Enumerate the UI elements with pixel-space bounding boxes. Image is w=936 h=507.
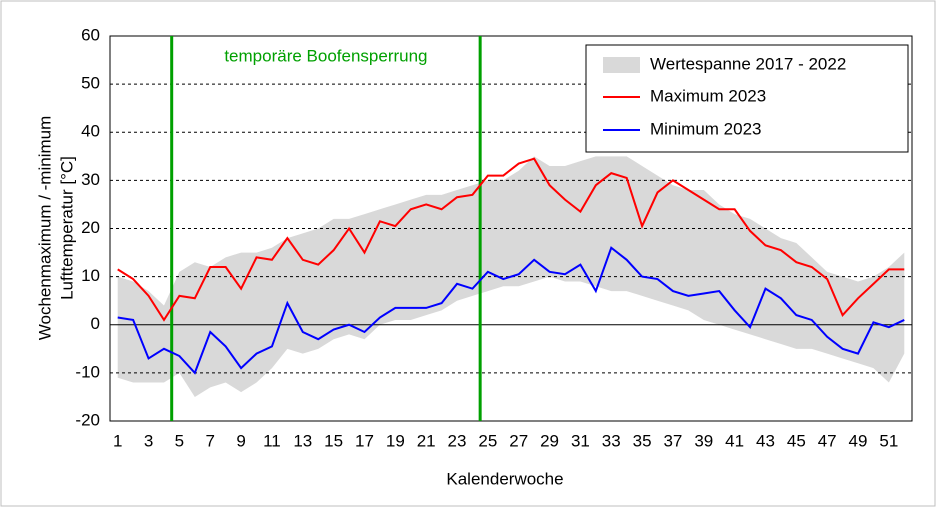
x-tick-label: 29 bbox=[540, 431, 559, 450]
x-tick-label: 49 bbox=[849, 431, 868, 450]
y-tick-label: 30 bbox=[81, 170, 100, 189]
y-tick-label: -20 bbox=[75, 410, 100, 429]
legend-label: Minimum 2023 bbox=[650, 119, 762, 138]
line-series bbox=[117, 157, 905, 322]
x-tick-label: 15 bbox=[324, 431, 343, 450]
x-tick-label: 33 bbox=[602, 431, 621, 450]
y-axis-label: Wochenmaximum / -minimum bbox=[35, 116, 54, 341]
legend-label: Wertespanne 2017 - 2022 bbox=[650, 54, 846, 73]
x-tick-label: 17 bbox=[355, 431, 374, 450]
y-tick-label: 0 bbox=[91, 314, 100, 333]
y-tick-label: 40 bbox=[81, 122, 100, 141]
x-tick-label: 39 bbox=[694, 431, 713, 450]
x-tick-label: 47 bbox=[818, 431, 837, 450]
x-tick-label: 37 bbox=[663, 431, 682, 450]
y-tick-label: 50 bbox=[81, 74, 100, 93]
y-axis-label: Lufttemperatur [°C] bbox=[57, 156, 76, 300]
x-tick-label: 41 bbox=[725, 431, 744, 450]
x-tick-label: 21 bbox=[417, 431, 436, 450]
x-tick-label: 19 bbox=[386, 431, 405, 450]
y-tick-label: 10 bbox=[81, 266, 100, 285]
plot-border bbox=[109, 35, 913, 422]
x-tick-label: 3 bbox=[144, 431, 153, 450]
x-tick-label: 5 bbox=[175, 431, 184, 450]
x-tick-label: 43 bbox=[756, 431, 775, 450]
x-tick-label: 1 bbox=[113, 431, 122, 450]
x-tick-label: 9 bbox=[236, 431, 245, 450]
x-tick-label: 23 bbox=[448, 431, 467, 450]
legend-swatch bbox=[603, 57, 640, 73]
x-tick-label: 13 bbox=[293, 431, 312, 450]
x-tick-label: 35 bbox=[633, 431, 652, 450]
x-tick-label: 45 bbox=[787, 431, 806, 450]
y-tick-label: 60 bbox=[81, 25, 100, 44]
x-tick-label: 7 bbox=[206, 431, 215, 450]
x-axis-label: Kalenderwoche bbox=[446, 469, 563, 488]
x-tick-label: 31 bbox=[571, 431, 590, 450]
x-tick-label: 51 bbox=[879, 431, 898, 450]
x-tick-label: 27 bbox=[509, 431, 528, 450]
annotation: temporäre Boofensperrung bbox=[224, 46, 427, 65]
legend-label: Maximum 2023 bbox=[650, 86, 766, 105]
x-tick-label: 11 bbox=[263, 431, 281, 450]
line-series bbox=[117, 246, 905, 375]
x-tick-label: 25 bbox=[478, 431, 497, 450]
y-tick-label: 20 bbox=[81, 218, 100, 237]
y-tick-label: -10 bbox=[75, 362, 100, 381]
